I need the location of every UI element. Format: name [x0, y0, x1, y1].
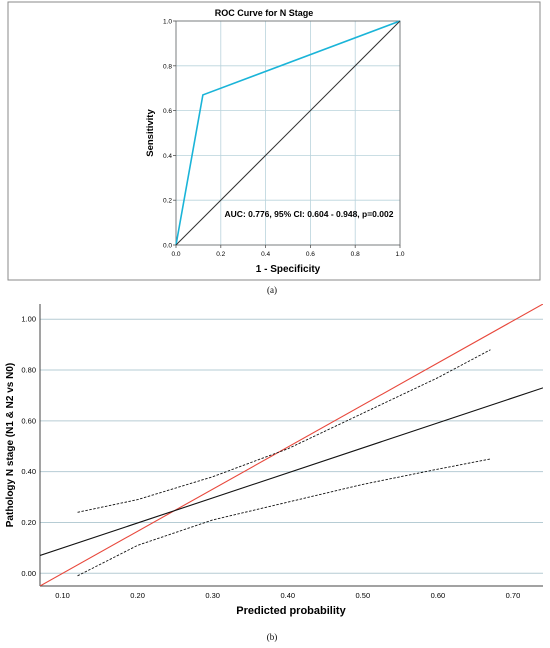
roc-series-group [175, 20, 401, 246]
roc-x-axis-label: 1 - Specificity [256, 264, 321, 275]
roc-x-tick-label: 0.6 [306, 251, 315, 258]
cal-x-tick-label: 0.30 [205, 591, 220, 600]
roc-y-tick-label: 0.4 [163, 153, 172, 160]
roc-y-tick-label: 0.6 [163, 108, 172, 115]
cal-x-ticks: 0.10 0.20 0.30 0.40 0.50 0.60 0.70 [55, 591, 520, 600]
cal-x-axis-label: Predicted probability [236, 605, 346, 617]
cal-y-tick-label: 1.00 [21, 315, 36, 324]
roc-curve-line [175, 20, 401, 246]
caption-b: (b) [267, 632, 278, 642]
cal-x-tick-label: 0.10 [55, 591, 70, 600]
auc-annotation: AUC: 0.776, 95% CI: 0.604 - 0.948, p=0.0… [225, 209, 394, 219]
cal-ideal-line [40, 304, 543, 586]
cal-x-tick-label: 0.40 [280, 591, 295, 600]
cal-y-tick-label: 0.00 [21, 569, 36, 578]
cal-y-tick-label: 0.40 [21, 467, 36, 476]
roc-reference-diagonal [175, 20, 401, 246]
roc-y-axis-label: Sensitivity [145, 109, 156, 157]
roc-frame [7, 1, 541, 281]
caption-a: (a) [267, 285, 277, 295]
cal-upper-ci-line [77, 349, 491, 513]
roc-plot-area [175, 20, 401, 246]
cal-gridlines [40, 318, 543, 574]
cal-y-tick-label: 0.20 [21, 518, 36, 527]
roc-x-ticks: 0.0 0.2 0.4 0.6 0.8 1.0 [171, 245, 405, 258]
cal-x-tick-label: 0.60 [431, 591, 446, 600]
roc-y-ticks: 0.0 0.2 0.4 0.6 0.8 1.0 [163, 19, 176, 250]
roc-x-tick-label: 1.0 [395, 251, 404, 258]
roc-x-tick-label: 0.8 [351, 251, 360, 258]
cal-x-tick-label: 0.20 [130, 591, 145, 600]
roc-y-tick-label: 0.2 [163, 198, 172, 205]
cal-y-tick-label: 0.80 [21, 366, 36, 375]
cal-series-group [40, 304, 543, 586]
roc-x-tick-label: 0.4 [261, 251, 270, 258]
roc-title: ROC Curve for N Stage [215, 8, 314, 18]
roc-y-tick-label: 1.0 [163, 19, 172, 26]
cal-y-ticks: 0.00 0.20 0.40 0.60 0.80 1.00 [21, 315, 36, 578]
roc-panel: ROC Curve for N Stage 0.0 0.2 0.4 0.6 0.8 1.0… [7, 1, 541, 281]
roc-x-tick-label: 0.0 [171, 251, 180, 258]
cal-y-tick-label: 0.60 [21, 416, 36, 425]
calibration-panel: 0.10 0.20 0.30 0.40 0.50 0.60 0.70 0.00 0.20 0.4… [5, 304, 543, 617]
roc-y-tick-label: 0.0 [163, 243, 172, 250]
cal-fitted-line [40, 387, 543, 557]
cal-lower-ci-line [77, 458, 491, 577]
cal-x-tick-label: 0.70 [506, 591, 521, 600]
roc-y-tick-label: 0.8 [163, 63, 172, 70]
cal-x-tick-label: 0.50 [356, 591, 371, 600]
cal-y-axis-label: Pathology N stage (N1 & N2 vs N0) [5, 363, 16, 527]
roc-x-tick-label: 0.2 [216, 251, 225, 258]
